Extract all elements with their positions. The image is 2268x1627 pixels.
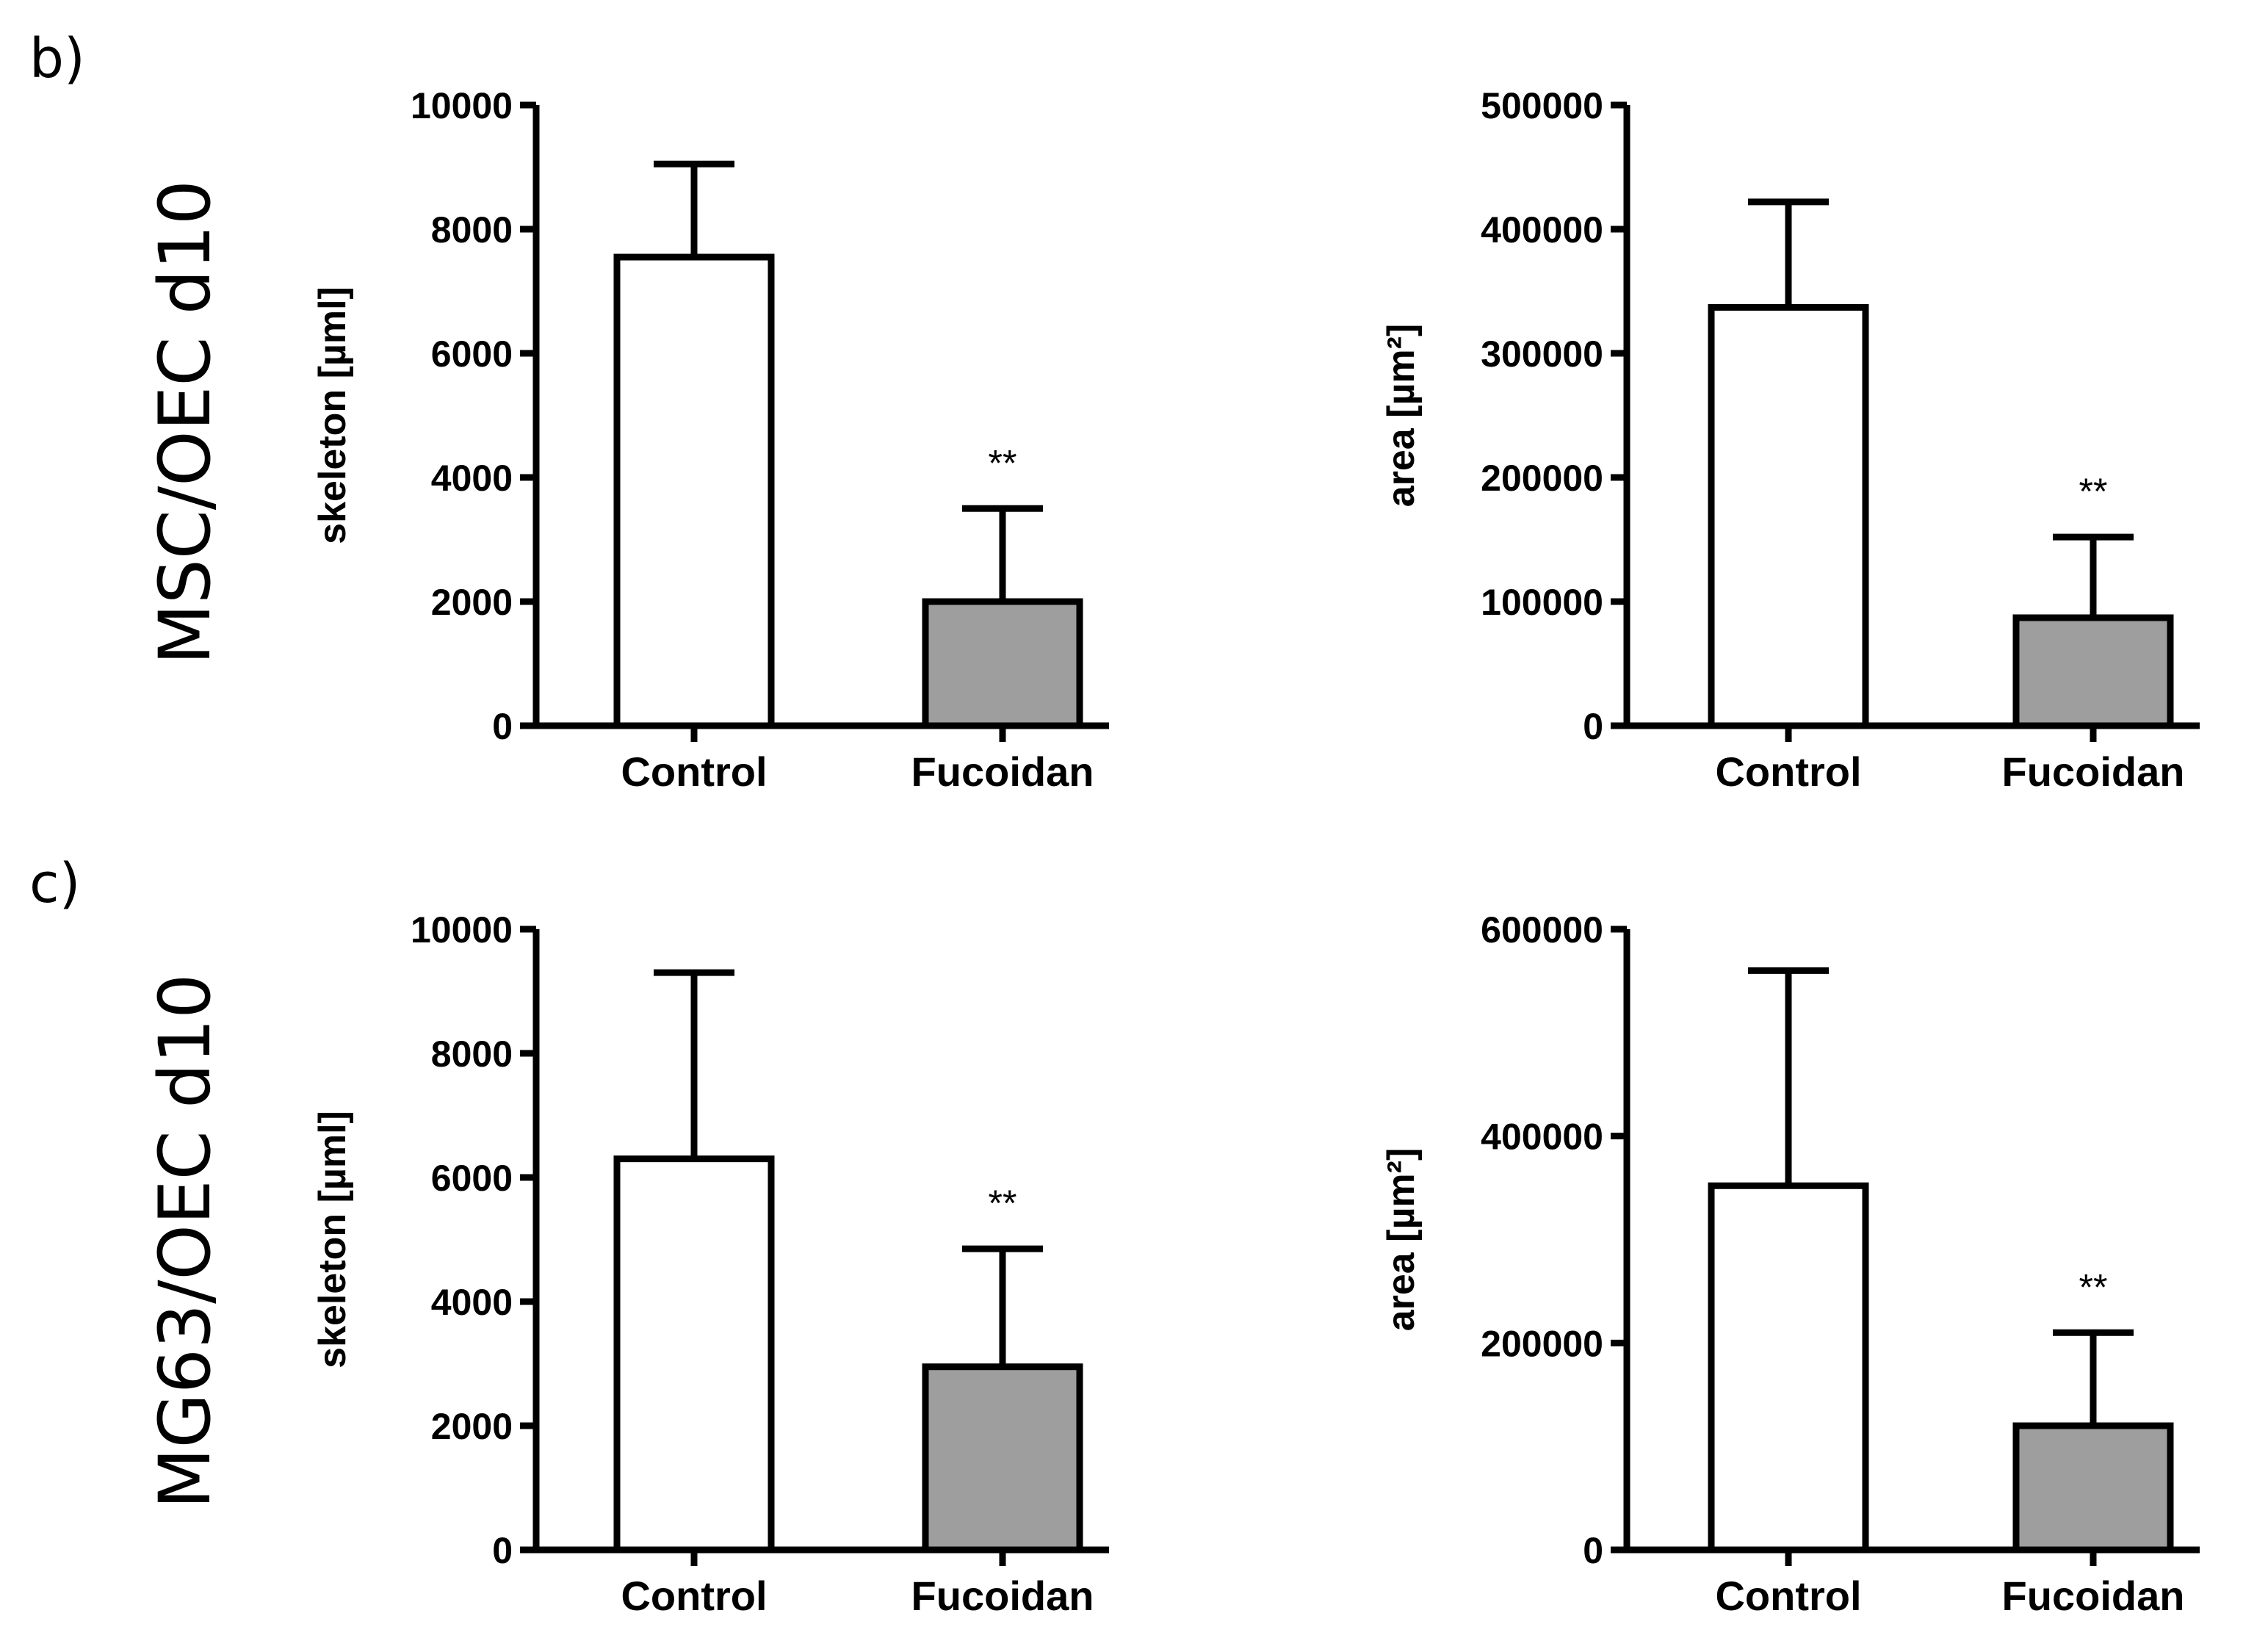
bar-control [613,253,775,729]
y-axis-title: skeleton [µml] [311,1111,354,1368]
y-tick-label: 8000 [431,1033,513,1075]
y-tick-label: 2000 [431,1406,513,1447]
y-axis-title: area [µm²] [1380,324,1423,508]
significance-label: ** [989,442,1017,483]
y-tick-label: 10000 [411,85,513,126]
bar-fucoidan [2012,614,2174,729]
x-tick-label-control: Control [1715,1573,1861,1619]
y-tick-label: 300000 [1481,333,1603,375]
y-tick-label: 500000 [1481,85,1603,126]
panel-b-label: b) [29,27,85,90]
charts-group: Control ** Fucoidan 0 2000 4000 6000 8000 10000 s… [311,85,2200,1619]
y-tick-label: 600000 [1481,909,1603,950]
y-tick-label: 400000 [1481,1116,1603,1158]
panel-c-label: c) [29,852,81,915]
significance-label: ** [989,1183,1017,1224]
y-tick-label: 10000 [411,909,513,950]
x-tick-label-control: Control [1715,748,1861,795]
y-tick-label: 0 [1583,706,1603,747]
y-tick-label: 2000 [431,582,513,623]
chart-b-area: Control ** Fucoidan 0 100000 200000 300000 4000… [1380,85,2200,795]
x-tick-label-fucoidan: Fucoidan [2002,748,2185,795]
y-tick-label: 200000 [1481,458,1603,499]
y-tick-label: 100000 [1481,582,1603,623]
row-c-label: MG63/OEC d10 [144,974,226,1509]
y-tick-label: 6000 [431,1158,513,1199]
y-tick-label: 0 [492,706,513,747]
bar-control [1708,303,1869,729]
y-axis-title: skeleton [µml] [311,286,354,544]
y-tick-label: 200000 [1481,1323,1603,1364]
x-tick-label-control: Control [621,1573,767,1619]
x-tick-label-fucoidan: Fucoidan [2002,1573,2185,1619]
y-tick-label: 400000 [1481,209,1603,250]
y-tick-label: 4000 [431,1282,513,1323]
y-tick-label: 6000 [431,333,513,375]
significance-label: ** [2079,1266,2108,1307]
chart-c-skeleton: Control ** Fucoidan 0 2000 4000 6000 8000 10000 s… [311,909,1109,1619]
x-tick-label-control: Control [621,748,767,795]
y-tick-label: 4000 [431,458,513,499]
bar-fucoidan [922,598,1083,729]
significance-label: ** [2079,471,2108,512]
chart-c-area: Control ** Fucoidan 0 200000 400000 600000 area… [1380,909,2200,1619]
bar-control [613,1155,775,1554]
bar-fucoidan [922,1363,1083,1554]
row-b-label: MSC/OEC d10 [144,180,226,665]
bar-fucoidan [2012,1422,2174,1554]
chart-b-skeleton: Control ** Fucoidan 0 2000 4000 6000 8000 10000 s… [311,85,1109,795]
x-tick-label-fucoidan: Fucoidan [911,748,1094,795]
bar-control [1708,1182,1869,1554]
x-tick-label-fucoidan: Fucoidan [911,1573,1094,1619]
y-tick-label: 0 [1583,1530,1603,1571]
y-axis-title: area [µm²] [1380,1148,1423,1332]
y-tick-label: 0 [492,1530,513,1571]
y-tick-label: 8000 [431,209,513,250]
